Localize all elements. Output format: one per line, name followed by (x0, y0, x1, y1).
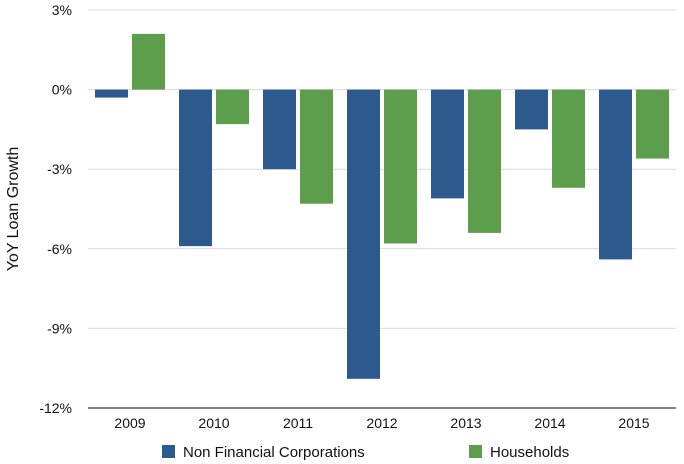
x-tick-label: 2011 (283, 415, 313, 431)
bar-2012-households (384, 89, 417, 244)
legend-swatch-non-financial-corporations (162, 445, 175, 458)
legend: Non Financial Corporations Households (162, 444, 569, 461)
bar-2010-non-financial-corporations (179, 89, 212, 247)
legend-label-non-financial-corporations: Non Financial Corporations (183, 444, 365, 461)
bar-2014-households (552, 89, 585, 188)
bar-2009-non-financial-corporations (95, 89, 128, 98)
x-tick-label: 2013 (450, 415, 481, 431)
bar-2015-households (636, 89, 669, 159)
x-axis-ticks: 2009 2010 2011 2012 2013 2014 2015 (114, 415, 649, 431)
y-tick-label: -6% (47, 241, 72, 257)
legend-swatch-households (469, 445, 482, 458)
y-tick-label: -9% (47, 320, 72, 336)
bar-2013-non-financial-corporations (431, 89, 464, 199)
y-tick-label: -12% (39, 400, 72, 416)
bars (95, 33, 669, 379)
bar-2011-households (300, 89, 333, 204)
x-tick-label: 2015 (618, 415, 649, 431)
x-tick-label: 2009 (114, 415, 145, 431)
x-tick-label: 2012 (366, 415, 397, 431)
bar-2010-households (216, 89, 249, 125)
bar-2014-non-financial-corporations (515, 89, 548, 130)
bar-2013-households (468, 89, 501, 233)
x-tick-label: 2010 (198, 415, 229, 431)
y-axis-title: YoY Loan Growth (5, 147, 22, 272)
bar-2009-households (132, 33, 165, 90)
legend-label-households: Households (490, 444, 569, 461)
y-tick-label: 0% (52, 82, 72, 98)
y-tick-label: 3% (52, 2, 72, 18)
bar-2011-non-financial-corporations (263, 89, 296, 170)
y-tick-label: -3% (47, 161, 72, 177)
y-axis-ticks: 3% 0% -3% -6% -9% -12% (39, 2, 72, 416)
gridlines (88, 9, 676, 409)
bar-2012-non-financial-corporations (347, 89, 380, 379)
bar-2015-non-financial-corporations (599, 89, 632, 260)
x-tick-label: 2014 (534, 415, 565, 431)
